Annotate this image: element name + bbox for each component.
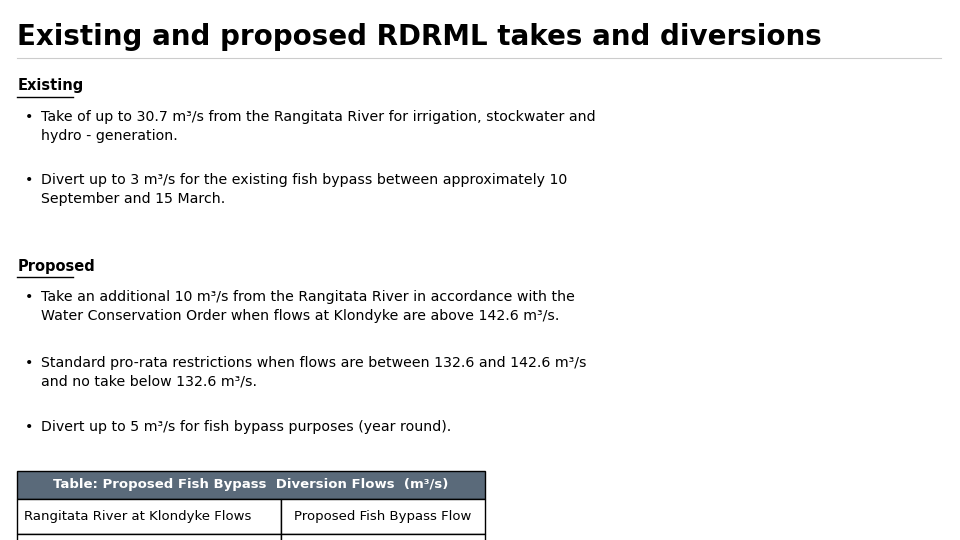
Text: •: •	[25, 290, 34, 304]
Text: Existing and proposed RDRML takes and diversions: Existing and proposed RDRML takes and di…	[17, 23, 822, 51]
FancyBboxPatch shape	[281, 499, 485, 534]
Text: Proposed Fish Bypass Flow: Proposed Fish Bypass Flow	[295, 510, 471, 523]
Text: Proposed: Proposed	[17, 259, 95, 274]
Text: Existing: Existing	[17, 78, 84, 93]
Text: Take of up to 30.7 m³/s from the Rangitata River for irrigation, stockwater and
: Take of up to 30.7 m³/s from the Rangita…	[41, 110, 596, 143]
Text: Standard pro-rata restrictions when flows are between 132.6 and 142.6 m³/s
and n: Standard pro-rata restrictions when flow…	[41, 356, 587, 389]
Text: Take an additional 10 m³/s from the Rangitata River in accordance with the
Water: Take an additional 10 m³/s from the Rang…	[41, 290, 575, 323]
Text: Divert up to 3 m³/s for the existing fish bypass between approximately 10
Septem: Divert up to 3 m³/s for the existing fis…	[41, 173, 567, 206]
Text: •: •	[25, 173, 34, 187]
FancyBboxPatch shape	[17, 534, 281, 540]
FancyBboxPatch shape	[17, 471, 485, 499]
FancyBboxPatch shape	[17, 499, 281, 534]
Text: •: •	[25, 420, 34, 434]
Text: Divert up to 5 m³/s for fish bypass purposes (year round).: Divert up to 5 m³/s for fish bypass purp…	[41, 420, 451, 434]
Text: Rangitata River at Klondyke Flows: Rangitata River at Klondyke Flows	[24, 510, 252, 523]
FancyBboxPatch shape	[281, 534, 485, 540]
Text: Table: Proposed Fish Bypass  Diversion Flows  (m³/s): Table: Proposed Fish Bypass Diversion Fl…	[54, 478, 448, 491]
Text: •: •	[25, 356, 34, 370]
Text: •: •	[25, 110, 34, 124]
